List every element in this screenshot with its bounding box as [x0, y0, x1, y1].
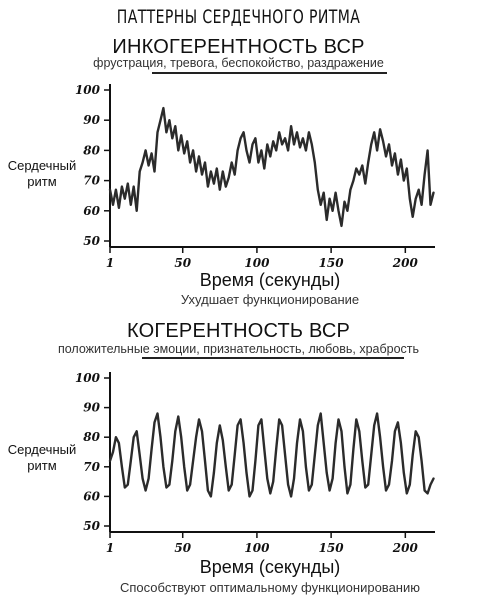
y-tick-label: 80: [83, 430, 100, 444]
chart1-xlabel: Время (секунды): [199, 270, 341, 290]
y-tick-label: 100: [75, 83, 101, 97]
chart1-ylabel-line2: ритм: [27, 174, 57, 189]
chart1-ylabel: Сердечный ритм: [2, 158, 82, 190]
y-tick-label: 50: [83, 234, 100, 248]
y-tick-label: 80: [83, 143, 100, 157]
x-tick-label: 100: [244, 256, 270, 270]
y-tick-label: 60: [83, 204, 100, 218]
chart1-subtitle-underline: [152, 72, 387, 74]
chart1-ylabel-line1: Сердечный: [7, 158, 77, 173]
chart2-subtitle: положительные эмоции, признательность, л…: [57, 342, 420, 356]
chart2-subtitle-underline: [142, 357, 404, 359]
y-tick-label: 50: [83, 519, 100, 533]
page-title: ПАТТЕРНЫ СЕРДЕЧНОГО РИТМА: [116, 6, 361, 28]
chart2-title: КОГЕРЕНТНОСТЬ ВСР: [126, 320, 351, 342]
x-tick-label: 50: [174, 541, 191, 555]
chart2-ylabel-line1: Сердечный: [7, 442, 77, 457]
x-tick-label: 200: [392, 541, 419, 555]
x-tick-label: 1: [106, 541, 114, 555]
chart1-caption: Ухудшает функционирование: [180, 292, 360, 307]
chart2-ylabel: Сердечный ритм: [2, 442, 82, 474]
x-tick-label: 150: [319, 256, 345, 270]
y-tick-label: 90: [83, 401, 100, 415]
heart-rate-line: [108, 106, 435, 228]
y-tick-label: 70: [83, 460, 100, 474]
chart1-title: ИНКОГЕРЕНТНОСТЬ ВСР: [112, 36, 365, 58]
chart1-subtitle: фрустрация, тревога, беспокойство, раздр…: [93, 56, 384, 70]
x-tick-label: 200: [392, 256, 419, 270]
y-tick-label: 60: [83, 489, 100, 503]
chart2-ylabel-line2: ритм: [27, 458, 57, 473]
x-tick-label: 150: [319, 541, 345, 555]
heart-rate-line: [108, 412, 435, 498]
y-tick-label: 70: [83, 174, 100, 188]
x-tick-label: 100: [244, 541, 270, 555]
y-tick-label: 100: [75, 371, 101, 385]
chart2-xlabel: Время (секунды): [199, 557, 341, 577]
x-tick-label: 50: [174, 256, 191, 270]
chart2-caption: Способствуют оптимальному функционирован…: [120, 580, 420, 595]
x-tick-label: 1: [106, 256, 114, 270]
y-tick-label: 90: [83, 113, 100, 127]
